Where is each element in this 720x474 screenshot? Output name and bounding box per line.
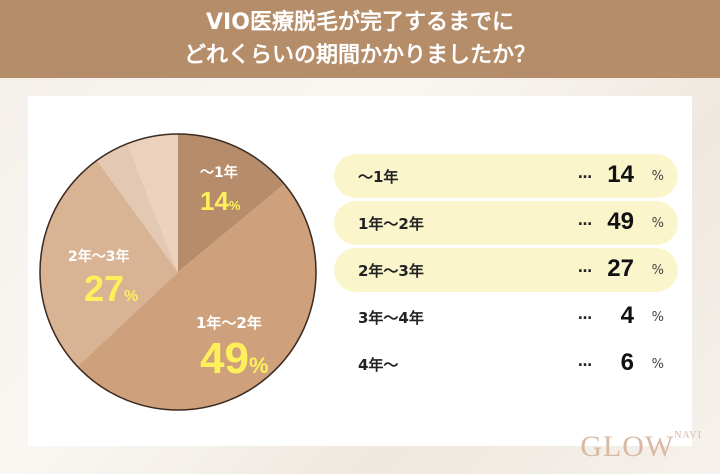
pie-slice — [77, 184, 317, 411]
pie-label-under-1y: 〜1年 — [200, 165, 238, 181]
chart-title: VIO医療脱毛が完了するまでに どれくらいの期間かかりましたか？ — [0, 0, 720, 78]
legend: 〜1年… 14% 1年〜2年… 49% 2年〜3年… 27% 3年〜4年… 4% 4年〜… — [334, 154, 678, 389]
legend-row: 4年〜… 6% — [358, 349, 664, 376]
pie-chart — [39, 133, 317, 411]
pie-label-1y-2y: 1年〜2年 — [196, 314, 262, 332]
pie-slice — [127, 134, 178, 272]
legend-row: 〜1年… 14% — [334, 154, 678, 198]
pie-slice — [40, 160, 178, 367]
title-line-2: どれくらいの期間かかりましたか？ — [183, 43, 536, 68]
pie-value-2y-3y: 27% — [84, 268, 139, 309]
chart-card: 〜1年 14% 1年〜2年 49% 2年〜3年 27% 〜1年… 14% 1年〜2… — [28, 96, 692, 446]
pie-slice — [96, 143, 178, 272]
glownavi-logo: GLOWNAVI — [580, 430, 702, 463]
pie-slice — [178, 134, 285, 272]
legend-row: 1年〜2年… 49% — [334, 201, 678, 245]
legend-row: 2年〜3年… 27% — [334, 248, 678, 292]
title-line-1: VIO医療脱毛が完了するまでに — [206, 10, 514, 35]
pie-label-2y-3y: 2年〜3年 — [68, 249, 130, 265]
legend-row: 3年〜4年… 4% — [358, 302, 664, 329]
pie-value-under-1y: 14% — [200, 186, 241, 216]
pie-value-1y-2y: 49% — [200, 334, 269, 383]
